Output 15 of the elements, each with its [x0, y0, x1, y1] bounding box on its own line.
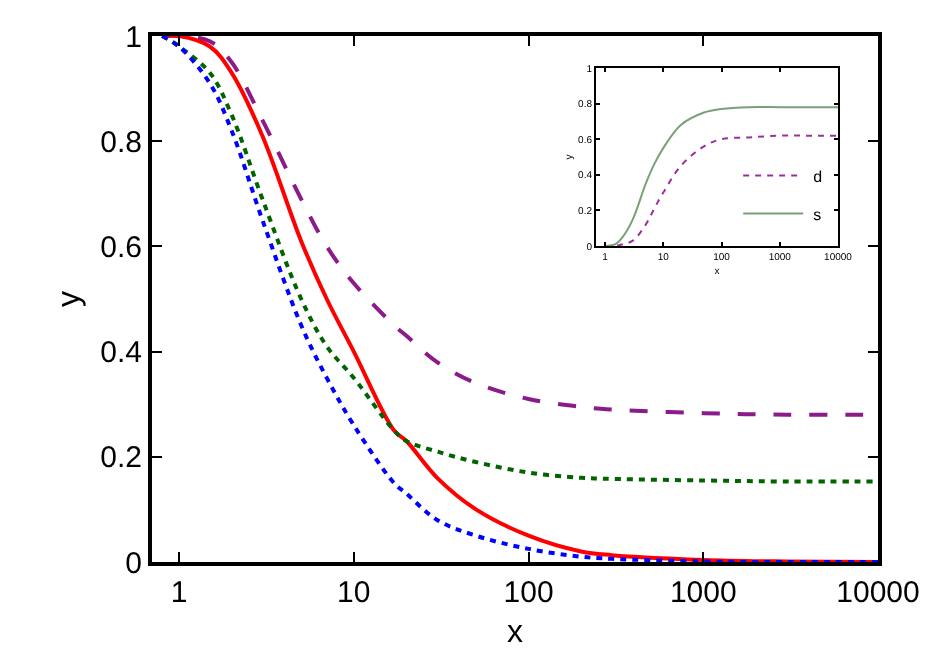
x-tick-label: 1	[170, 576, 188, 610]
x-tick-label: 10	[337, 576, 371, 610]
y-tick-label: 0.2	[100, 441, 142, 476]
x-tick-label: 1000	[669, 576, 737, 610]
y-tick-label: 0.8	[100, 125, 142, 160]
x-tick-label: 10000	[836, 576, 920, 610]
y-tick-label: 1	[125, 20, 142, 55]
x-tick-label: 100	[503, 576, 554, 610]
x-axis-title: x	[507, 616, 523, 651]
legend-label: s	[813, 205, 822, 224]
y-axis-title: y	[53, 291, 88, 307]
y-tick-label: 0.6	[100, 230, 142, 265]
legend-label: d	[813, 167, 823, 186]
y-tick-label: 0	[125, 546, 142, 581]
y-tick-label: 0.4	[100, 336, 142, 371]
